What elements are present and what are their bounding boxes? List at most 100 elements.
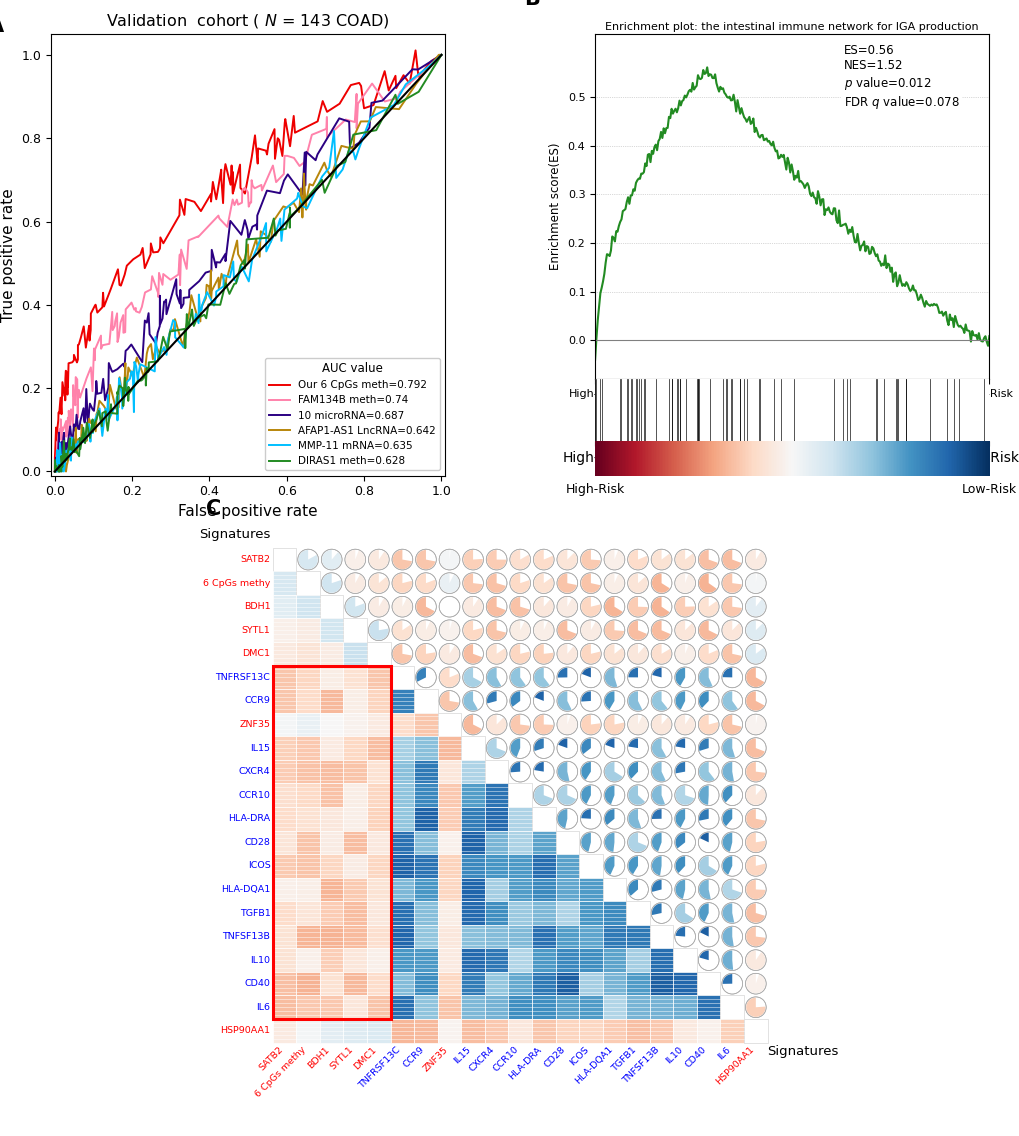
Circle shape — [321, 549, 341, 570]
MMP-11 mRNA=0.635 — [71, 435, 84, 449]
Bar — [414, 925, 437, 949]
Wedge shape — [746, 903, 764, 922]
Wedge shape — [486, 598, 505, 617]
Circle shape — [698, 737, 718, 759]
Bar — [272, 995, 297, 1019]
Wedge shape — [675, 786, 694, 804]
Circle shape — [415, 549, 436, 570]
Bar — [320, 1019, 343, 1043]
Bar — [320, 830, 343, 854]
Wedge shape — [675, 574, 694, 593]
Bar — [507, 995, 532, 1019]
Wedge shape — [746, 620, 764, 640]
Circle shape — [510, 715, 530, 735]
Bar — [390, 830, 414, 854]
Circle shape — [368, 573, 389, 593]
Circle shape — [439, 573, 460, 593]
Wedge shape — [581, 692, 590, 702]
Bar — [437, 830, 461, 854]
Text: Signatures: Signatures — [767, 1045, 839, 1058]
Bar — [272, 571, 297, 595]
Wedge shape — [746, 786, 764, 804]
Bar — [437, 712, 461, 736]
AFAP1-AS1 LncRNA=0.642 — [369, 100, 381, 114]
Wedge shape — [604, 574, 624, 593]
AFAP1-AS1 LncRNA=0.642 — [49, 465, 61, 478]
Bar — [343, 712, 367, 736]
Bar — [484, 972, 507, 995]
Bar — [390, 666, 414, 690]
Wedge shape — [628, 598, 647, 617]
Circle shape — [627, 596, 648, 617]
Bar — [367, 878, 390, 901]
Bar — [437, 784, 461, 807]
Circle shape — [463, 691, 483, 711]
Text: A: A — [0, 16, 4, 36]
Our 6 CpGs meth=0.792 — [89, 299, 101, 312]
Bar — [320, 854, 343, 878]
Text: TNFRSF13C: TNFRSF13C — [357, 1045, 401, 1091]
Text: ZNF35: ZNF35 — [421, 1045, 449, 1074]
Bar — [390, 995, 414, 1019]
Wedge shape — [463, 598, 482, 617]
Wedge shape — [628, 738, 638, 749]
Bar — [343, 736, 367, 760]
Wedge shape — [721, 927, 733, 946]
Text: HLA-DRA: HLA-DRA — [507, 1045, 543, 1081]
Bar — [414, 995, 437, 1019]
Wedge shape — [628, 833, 646, 852]
Wedge shape — [581, 786, 590, 804]
Circle shape — [533, 549, 553, 570]
Wedge shape — [628, 574, 647, 593]
Circle shape — [650, 596, 672, 617]
Circle shape — [698, 643, 718, 665]
Text: HLA-DQA1: HLA-DQA1 — [573, 1045, 613, 1086]
Wedge shape — [534, 574, 553, 593]
Circle shape — [463, 549, 483, 570]
Bar — [414, 901, 437, 925]
Wedge shape — [651, 644, 671, 663]
Bar — [649, 925, 673, 949]
Wedge shape — [581, 738, 590, 754]
MMP-11 mRNA=0.635 — [152, 351, 164, 365]
Circle shape — [391, 549, 413, 570]
Wedge shape — [721, 833, 732, 852]
Title: Validation  cohort ( $N$ = 143 COAD): Validation cohort ( $N$ = 143 COAD) — [106, 12, 389, 31]
Wedge shape — [698, 857, 716, 876]
Circle shape — [463, 620, 483, 641]
Bar — [461, 901, 484, 925]
Text: ES=0.56
NES=1.52
$p$ value=0.012
FDR $q$ value=0.078: ES=0.56 NES=1.52 $p$ value=0.012 FDR $q$… — [843, 44, 958, 111]
Bar — [367, 784, 390, 807]
Circle shape — [745, 926, 765, 947]
Wedge shape — [392, 574, 412, 593]
Bar — [579, 1019, 602, 1043]
Text: CD40: CD40 — [684, 1045, 708, 1070]
DIRAS1 meth=0.628 — [91, 412, 103, 426]
Wedge shape — [486, 692, 496, 703]
Circle shape — [675, 715, 695, 735]
Bar — [626, 901, 649, 925]
Bar — [272, 925, 297, 949]
Wedge shape — [604, 668, 616, 687]
Wedge shape — [392, 620, 412, 640]
Bar — [719, 995, 743, 1019]
Circle shape — [650, 737, 672, 759]
Circle shape — [627, 549, 648, 570]
Bar — [626, 949, 649, 972]
Text: TGFB1: TGFB1 — [239, 909, 270, 918]
Wedge shape — [628, 550, 647, 569]
AFAP1-AS1 LncRNA=0.642 — [206, 284, 218, 298]
Bar — [437, 878, 461, 901]
Bar — [320, 690, 343, 712]
FAM134B meth=0.74 — [49, 465, 61, 478]
Circle shape — [698, 903, 718, 924]
Circle shape — [650, 879, 672, 900]
Circle shape — [368, 549, 389, 570]
Text: SYTL1: SYTL1 — [242, 626, 270, 635]
Wedge shape — [581, 644, 600, 663]
Wedge shape — [699, 833, 708, 842]
Circle shape — [745, 974, 765, 994]
Bar — [484, 949, 507, 972]
Wedge shape — [604, 857, 613, 875]
Bar — [297, 618, 320, 642]
